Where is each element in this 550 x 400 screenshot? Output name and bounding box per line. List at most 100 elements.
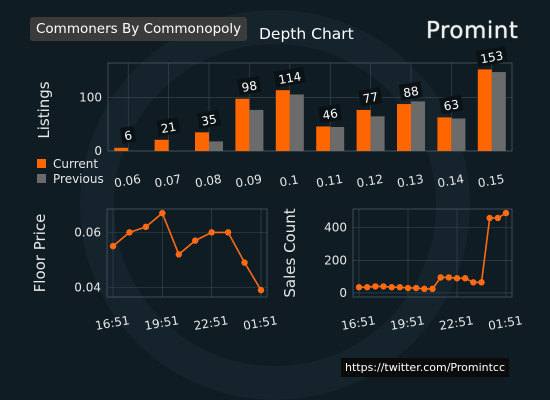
bar-current [477, 69, 492, 151]
bar-label-text: 46 [321, 106, 338, 122]
bar-label-bg [358, 87, 383, 107]
bar-label-text: 63 [443, 97, 460, 113]
legend-swatch-current [37, 159, 46, 168]
bar-current [154, 139, 169, 151]
x-tick-label: 0.14 [436, 172, 465, 190]
bar-label-text: 21 [160, 120, 177, 136]
data-point [159, 209, 166, 217]
depth-chart-title: Depth Chart [259, 25, 354, 43]
bar-previous [209, 141, 223, 151]
y-tick-label: 0.04 [74, 280, 101, 294]
bar-label: 98 [237, 75, 262, 96]
data-point [142, 223, 150, 231]
bar-current [235, 98, 250, 151]
data-point [257, 286, 265, 294]
bar-previous [411, 101, 425, 151]
bar-previous [370, 116, 385, 151]
bar-current [437, 117, 452, 151]
bar-previous [330, 127, 345, 151]
bar-label: 46 [317, 103, 343, 124]
data-point [453, 275, 461, 282]
y-tick-label: 200 [324, 253, 347, 267]
data-point [192, 237, 199, 244]
x-tick-label: 0.11 [315, 172, 344, 190]
bar-label-text: 153 [479, 49, 504, 67]
brand-logo: Promint [426, 18, 519, 44]
bar-label-bg [475, 45, 508, 67]
source-url[interactable]: https://twitter.com/Promintcc [341, 358, 509, 377]
bar-label-bg [196, 109, 222, 130]
bar-current [195, 132, 209, 151]
plot-frame [352, 208, 513, 298]
x-tick-label: 0.15 [477, 172, 506, 190]
data-point [380, 283, 387, 290]
bar-label-text: 35 [200, 112, 217, 128]
bar-current [114, 147, 129, 151]
series-line [112, 211, 262, 291]
bar-previous [249, 109, 264, 151]
bar-label: 88 [398, 81, 424, 101]
x-tick-label: 16:51 [94, 313, 130, 333]
data-point [445, 274, 453, 281]
data-point [109, 242, 117, 250]
y-tick-label: 0 [339, 286, 347, 300]
bar-label: 6 [119, 125, 137, 144]
bar-label-text: 88 [402, 84, 419, 100]
watermark-ring [80, 10, 470, 400]
data-point [355, 284, 363, 291]
bar-label-bg [119, 125, 137, 144]
bar-current [356, 109, 371, 151]
data-point [126, 229, 133, 236]
y-tick-label: 0 [94, 144, 102, 158]
data-point [494, 214, 502, 222]
bar-label-bg [398, 81, 424, 101]
bar-label-bg [439, 94, 464, 115]
data-point [437, 274, 444, 281]
bar-label: 114 [273, 66, 306, 88]
plot-frame [107, 62, 513, 152]
data-point [363, 284, 371, 291]
data-point [412, 284, 420, 292]
bar-previous [289, 94, 304, 151]
x-tick-label: 01:51 [487, 313, 523, 333]
data-point [388, 284, 395, 291]
bar-label-bg [237, 75, 262, 96]
bar-label-text: 114 [277, 69, 302, 87]
x-tick-label: 01:51 [242, 313, 278, 333]
y-axis-label: Floor Price [31, 214, 49, 293]
data-point [404, 284, 412, 292]
x-tick-label: 16:51 [340, 313, 376, 333]
x-tick-label: 0.1 [278, 173, 299, 190]
bar-label: 35 [196, 109, 222, 130]
data-point [241, 259, 248, 266]
bar-label-bg [317, 103, 343, 124]
x-tick-label: 0.12 [356, 172, 385, 190]
x-tick-label: 0.08 [194, 172, 223, 190]
x-tick-label: 19:51 [143, 313, 179, 333]
bar-current [397, 104, 411, 151]
data-point [502, 209, 510, 217]
data-point [478, 279, 485, 286]
data-point [175, 251, 182, 258]
bar-label-bg [273, 66, 306, 88]
bar-label: 77 [358, 87, 383, 107]
bar-label: 21 [156, 117, 181, 137]
y-axis-label: Sales Count [281, 208, 299, 297]
data-point [224, 229, 232, 236]
bar-previous [451, 118, 466, 151]
bar-current [275, 90, 290, 151]
bar-label: 63 [439, 94, 464, 115]
x-tick-label: 0.06 [113, 172, 142, 190]
data-point [372, 283, 379, 290]
x-tick-label: 0.07 [154, 172, 183, 190]
data-point [421, 285, 428, 293]
y-tick-label: 0.06 [74, 225, 101, 239]
bar-current [316, 126, 331, 151]
legend-label-previous: Previous [53, 172, 104, 186]
data-point [461, 275, 469, 282]
legend-swatch-previous [37, 174, 46, 183]
bar-label-bg [156, 117, 181, 137]
bar-label-text: 98 [241, 79, 258, 95]
